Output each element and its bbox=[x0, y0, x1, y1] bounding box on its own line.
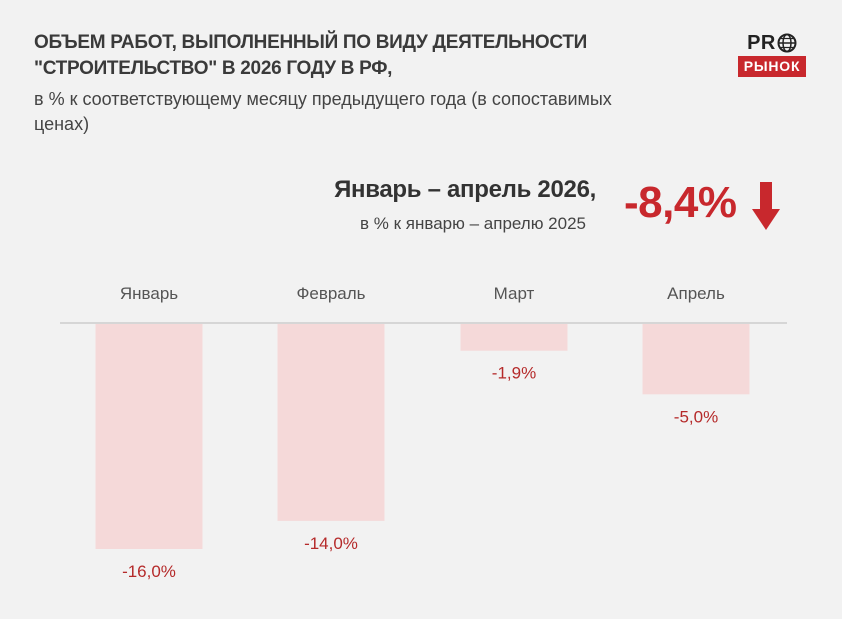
logo-bottom-text: РЫНОК bbox=[738, 56, 806, 77]
value-label: -5,0% bbox=[674, 407, 718, 426]
summary-value: -8,4% bbox=[624, 178, 737, 227]
value-label: -1,9% bbox=[492, 364, 536, 383]
category-label: Февраль bbox=[296, 284, 365, 303]
logo-top: PR bbox=[738, 32, 806, 54]
bar bbox=[95, 324, 203, 549]
category-label: Март bbox=[494, 284, 535, 303]
chart-title: ОБЪЕМ РАБОТ, ВЫПОЛНЕННЫЙ ПО ВИДУ ДЕЯТЕЛЬ… bbox=[34, 32, 588, 79]
value-label: -14,0% bbox=[304, 534, 358, 553]
category-label: Апрель bbox=[667, 284, 725, 303]
category-label: Январь bbox=[120, 284, 178, 303]
down-arrow-icon bbox=[752, 182, 780, 230]
value-label: -16,0% bbox=[122, 562, 176, 581]
globe-icon bbox=[777, 33, 797, 53]
bar bbox=[460, 324, 568, 351]
bar bbox=[277, 324, 385, 521]
logo-top-text: PR bbox=[747, 31, 776, 54]
chart-subtitle: в % к соответствующему месяцу предыдущег… bbox=[34, 89, 612, 134]
bar bbox=[642, 324, 750, 395]
summary-description: в % к январю – апрелю 2025 bbox=[360, 214, 586, 233]
summary-period: Январь – апрель 2026, bbox=[334, 176, 596, 203]
bar-chart: Январь -16,0% Февраль -14,0% Март -1,9% Апрель… bbox=[60, 284, 787, 581]
logo: PR РЫНОК bbox=[738, 32, 806, 78]
